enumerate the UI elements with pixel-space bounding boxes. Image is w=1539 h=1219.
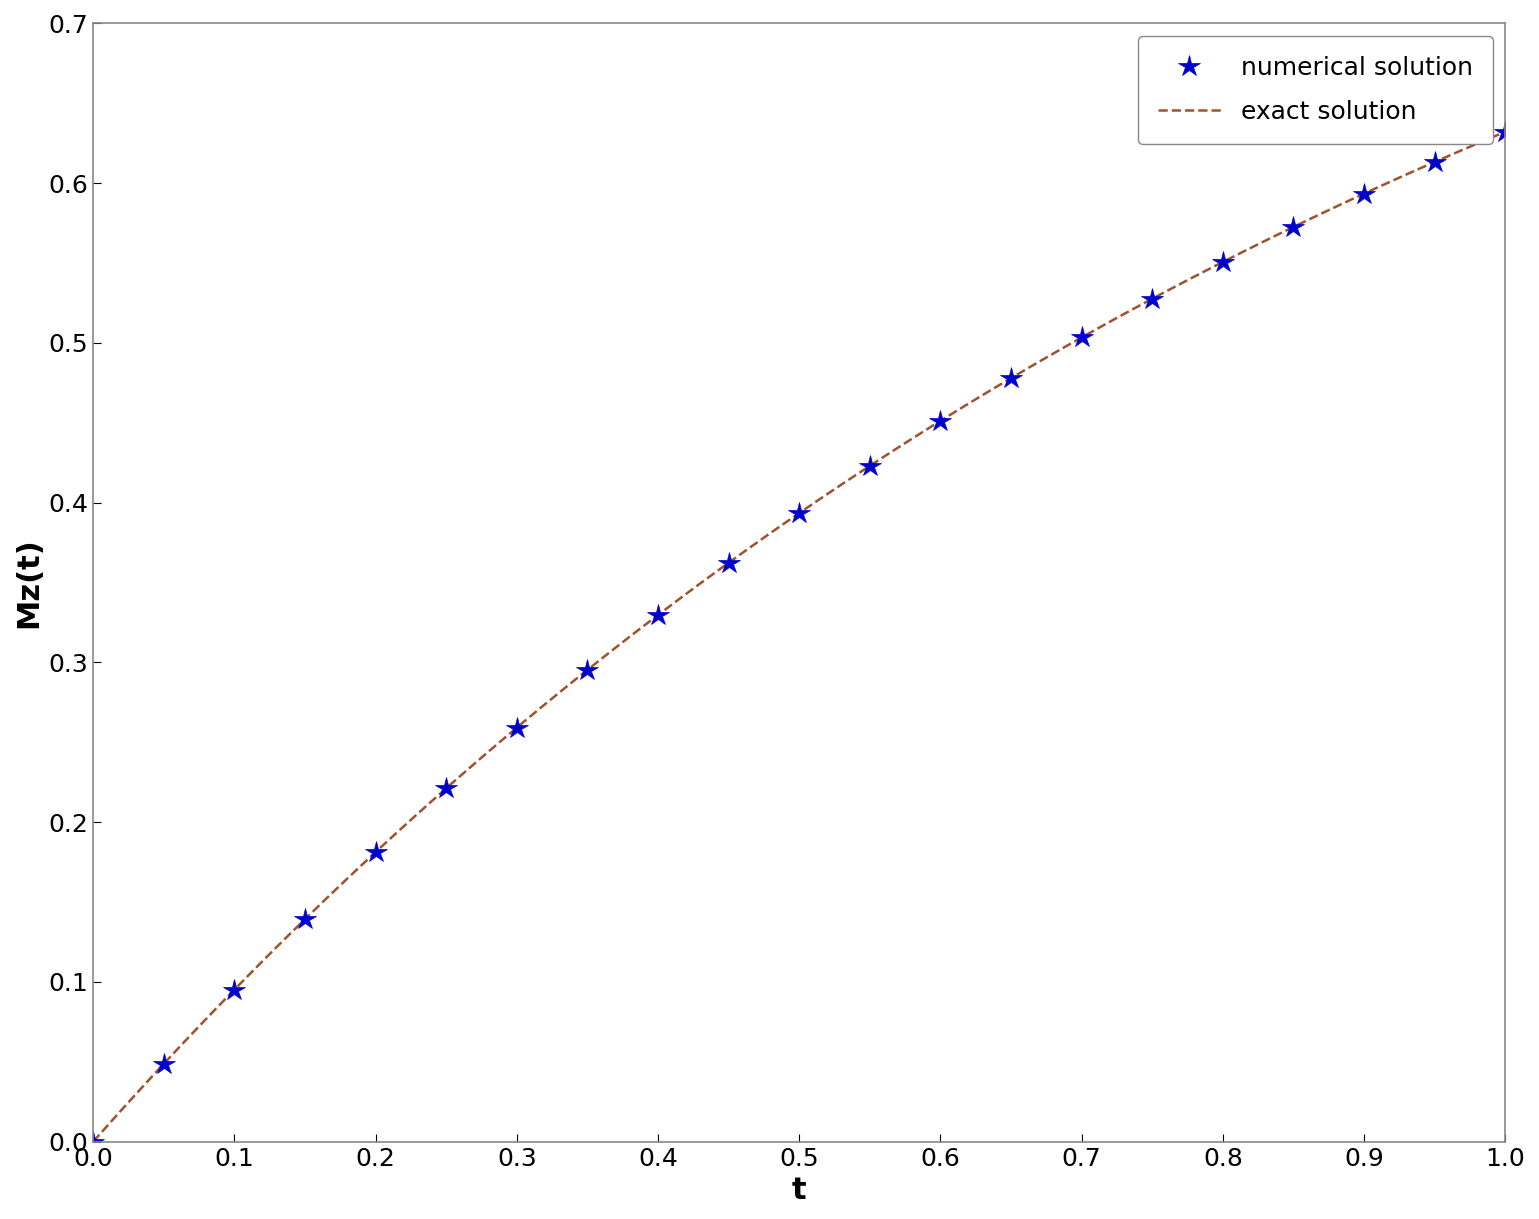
- exact solution: [1054, 341, 1073, 356]
- numerical solution: [579, 663, 597, 678]
- exact solution: [1211, 256, 1230, 271]
- exact solution: [656, 603, 674, 618]
- exact solution: [1185, 269, 1203, 284]
- numerical solution: [295, 912, 314, 926]
- numerical solution: [1354, 187, 1373, 201]
- Line: numerical solution: numerical solution: [82, 121, 1516, 1153]
- numerical solution: [85, 1135, 103, 1150]
- numerical solution: [790, 506, 808, 521]
- exact solution: [706, 566, 725, 580]
- numerical solution: [649, 608, 668, 623]
- Y-axis label: Mz(t): Mz(t): [14, 538, 43, 628]
- numerical solution: [366, 845, 385, 859]
- numerical solution: [1284, 219, 1302, 234]
- numerical solution: [860, 458, 879, 473]
- X-axis label: t: t: [793, 1176, 806, 1206]
- numerical solution: [1425, 155, 1444, 169]
- numerical solution: [1002, 371, 1020, 385]
- numerical solution: [225, 983, 243, 997]
- numerical solution: [1496, 124, 1514, 139]
- numerical solution: [437, 781, 456, 796]
- Legend: numerical solution, exact solution: numerical solution, exact solution: [1139, 35, 1493, 144]
- numerical solution: [1214, 255, 1233, 269]
- exact solution: [85, 1135, 103, 1150]
- Line: exact solution: exact solution: [94, 132, 1505, 1142]
- exact solution: [1496, 124, 1514, 139]
- numerical solution: [1073, 330, 1091, 345]
- numerical solution: [1143, 291, 1162, 306]
- numerical solution: [719, 556, 737, 570]
- exact solution: [228, 979, 246, 993]
- numerical solution: [508, 720, 526, 735]
- numerical solution: [154, 1057, 172, 1072]
- numerical solution: [931, 413, 950, 428]
